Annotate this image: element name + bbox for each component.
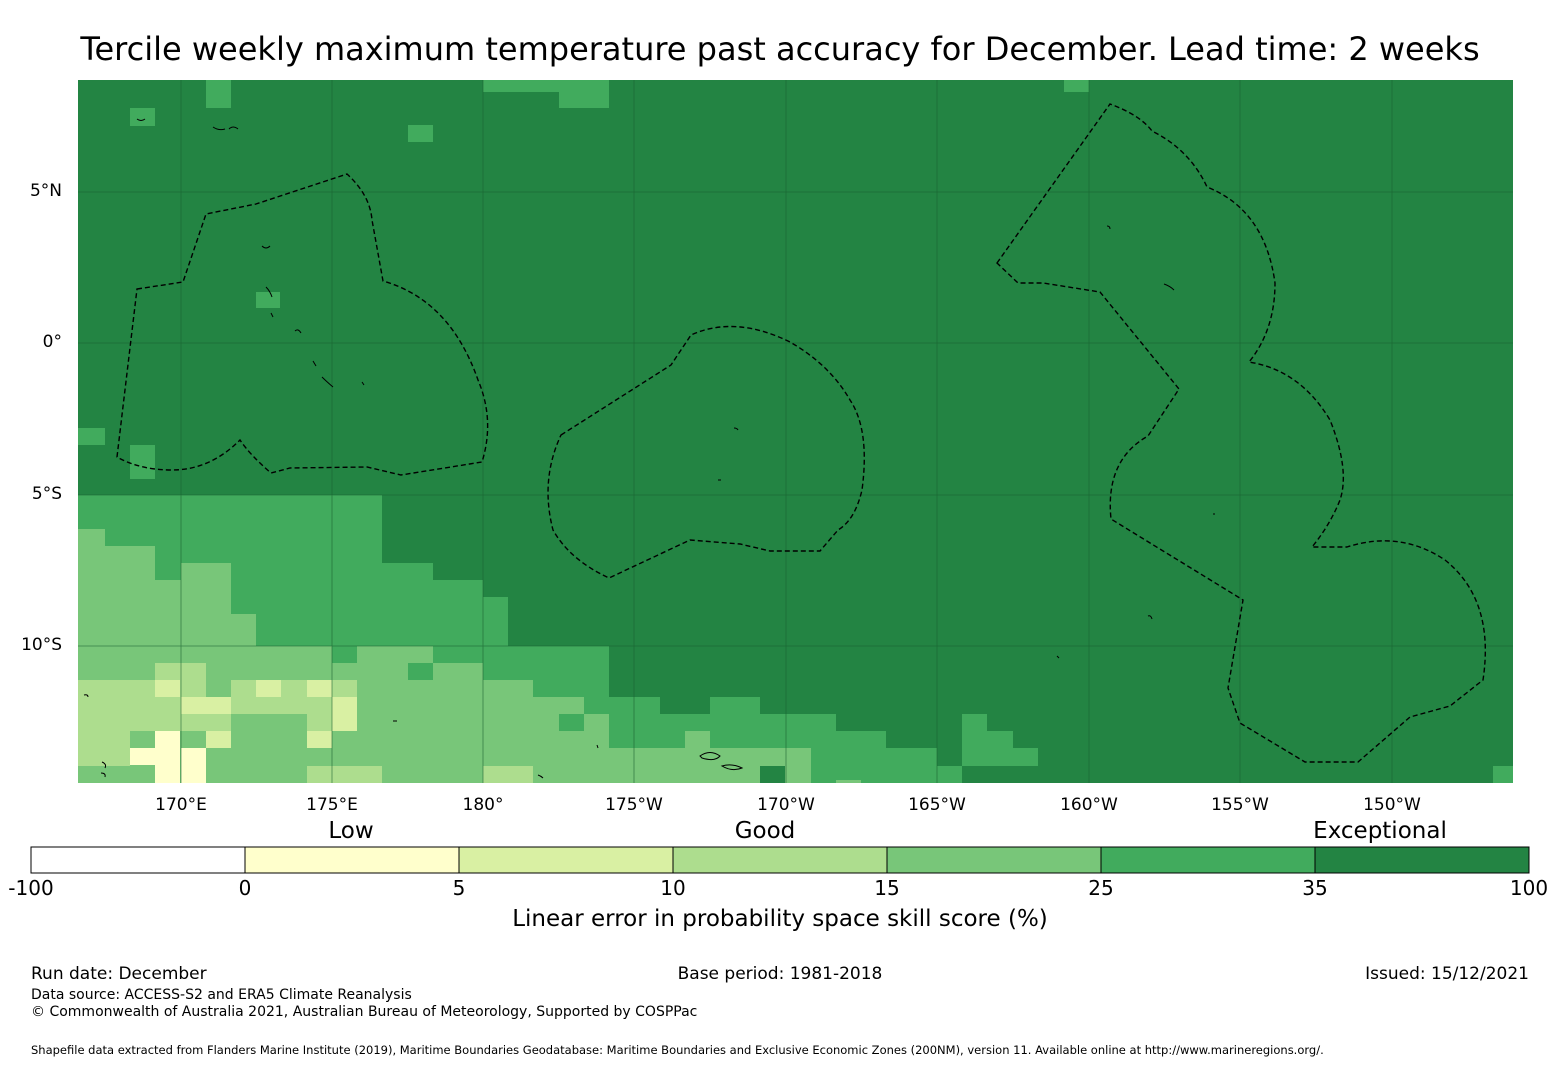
lat-label: 5°S [31,484,62,504]
eez-line-islands [996,103,1486,763]
colorbar-category-exceptional: Exceptional [1313,818,1447,844]
chart-title: Tercile weekly maximum temperature past … [80,30,1480,68]
lon-label: 150°W [1363,795,1421,815]
cell [206,731,231,748]
cell [155,680,180,697]
cell [559,714,584,731]
colorbar-tick: 100 [1509,876,1549,900]
shapefile-credit: Shapefile data extracted from Flanders M… [31,1043,1324,1057]
colorbar-segment [886,846,1102,874]
cell [836,780,861,783]
lon-label: 170°W [757,795,815,815]
colorbar-segment [1314,846,1530,874]
colorbar-segment [1100,846,1316,874]
lon-label: 155°W [1211,795,1269,815]
colorbar-category-good: Good [734,818,796,844]
cell [206,80,231,108]
eez-phoenix [547,325,865,579]
islands [83,118,1215,779]
colorbar-title: Linear error in probability space skill … [512,906,1048,932]
cell-region-mid [78,529,811,783]
lon-label: 170°E [155,795,207,815]
colorbar-segment [672,846,888,874]
eez-boundaries [116,103,1486,763]
cell [130,108,155,126]
cell [155,731,180,783]
cell [1493,766,1513,783]
colorbar-tick: 25 [1088,876,1114,900]
cell [181,697,231,714]
cell [962,766,1088,783]
colorbar-tick: 15 [874,876,900,900]
colorbar-tick: 0 [238,876,252,900]
cell [332,697,357,731]
lon-label: 180° [462,795,504,815]
colorbar-segment [244,846,460,874]
colorbar-tick: 35 [1302,876,1328,900]
cell [1064,80,1089,92]
skill-cells [78,80,1513,783]
cell [307,766,382,783]
cell [78,428,105,445]
colorbar-frame [30,846,1530,874]
cell [483,766,533,783]
lat-label: 10°S [21,635,62,655]
cell [307,680,332,697]
lon-label: 165°W [908,795,966,815]
colorbar-tick: -100 [8,876,54,900]
cell [130,445,155,479]
cell [332,646,357,663]
copyright: © Commonwealth of Australia 2021, Austra… [31,1004,698,1020]
cell [760,766,785,783]
cell [256,292,280,308]
lat-label: 5°N [29,181,62,201]
cell [181,748,206,783]
lon-label: 175°E [306,795,358,815]
cell [408,663,433,680]
lon-label: 160°W [1060,795,1118,815]
cell [408,125,433,142]
colorbar-segment [30,846,246,874]
cell [256,680,281,697]
colorbar-tick: 5 [452,876,466,900]
cell [130,748,155,765]
gridlines [78,80,1513,783]
cell [307,731,332,748]
cell [559,80,609,108]
cell [483,80,559,92]
colorbar-segment [458,846,674,874]
lon-label: 175°W [605,795,663,815]
base-period: Base period: 1981-2018 [677,964,883,984]
data-source: Data source: ACCESS-S2 and ERA5 Climate … [31,987,412,1003]
lat-label: 0° [42,332,62,352]
colorbar-tick: 10 [660,876,686,900]
run-date: Run date: December [31,964,207,984]
cell-region-good [78,663,357,766]
issued-date: Issued: 15/12/2021 [1365,964,1529,984]
colorbar-category-low: Low [328,818,374,844]
cell [231,731,307,766]
